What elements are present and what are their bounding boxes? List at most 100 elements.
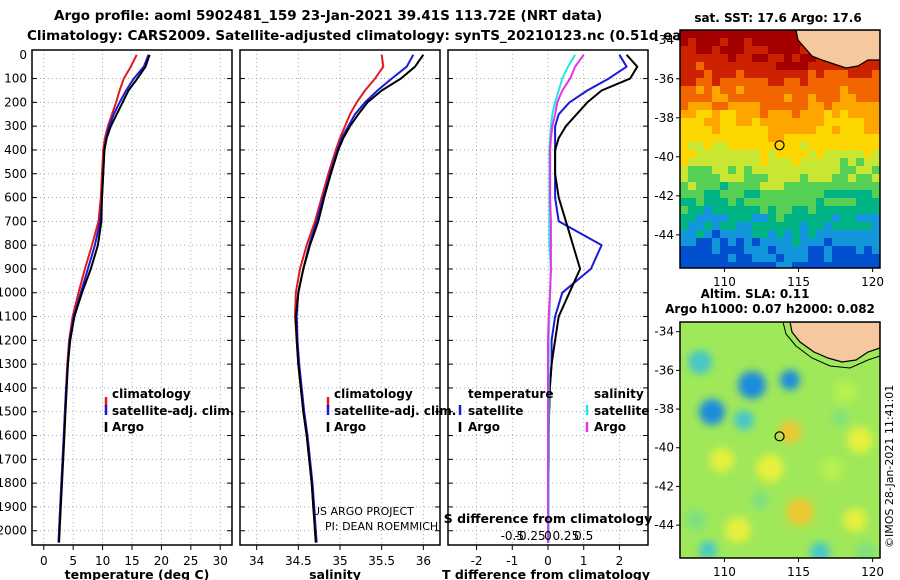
sst-cell: [808, 118, 816, 126]
sst-cell: [808, 254, 816, 262]
sst-cell: [680, 198, 688, 206]
sst-cell: [704, 238, 712, 246]
legend-argo-label: Argo: [334, 420, 366, 434]
sst-cell: [800, 78, 808, 86]
sst-cell: [864, 134, 872, 142]
sst-cell: [776, 126, 784, 134]
sst-cell: [688, 118, 696, 126]
sst-cell: [680, 142, 688, 150]
sst-cell: [816, 110, 824, 118]
sst-cell: [792, 30, 800, 38]
sst-cell: [784, 110, 792, 118]
sst-cell: [688, 182, 696, 190]
sst-cell: [800, 118, 808, 126]
sst-cell: [776, 246, 784, 254]
sst-cell: [704, 246, 712, 254]
sst-cell: [848, 262, 856, 268]
temperature-xtick-label: 5: [69, 554, 77, 568]
sst-cell: [728, 142, 736, 150]
sst-cell: [824, 222, 832, 230]
sst-cell: [712, 142, 720, 150]
sst-map-frame: [679, 29, 881, 269]
sst-cell: [744, 222, 752, 230]
sst-cell: [848, 214, 856, 222]
sst-cell: [784, 262, 792, 268]
sst-cell: [832, 158, 840, 166]
sst-cell: [824, 206, 832, 214]
sla_map-xtick-label: 115: [787, 565, 810, 579]
sst-cell: [760, 222, 768, 230]
sst-cell: [688, 238, 696, 246]
sst-cell: [696, 230, 704, 238]
sst-cell: [856, 182, 864, 190]
sst-cell: [704, 142, 712, 150]
sst-cell: [712, 182, 720, 190]
sst-cell: [792, 86, 800, 94]
sla-contour-line: [782, 322, 880, 369]
sst-cell: [832, 110, 840, 118]
sst-cell: [832, 214, 840, 222]
sst-cell: [864, 254, 872, 262]
sst-cell: [864, 214, 872, 222]
sst-cell: [696, 30, 704, 38]
sst-cell: [712, 206, 720, 214]
sst-cell: [784, 62, 792, 70]
sst-cell: [760, 86, 768, 94]
sst-cell: [832, 70, 840, 78]
sst-cell: [696, 54, 704, 62]
sst-cell: [704, 126, 712, 134]
sst-cell: [840, 102, 848, 110]
sst-cell: [760, 134, 768, 142]
sst-cell: [752, 102, 760, 110]
sst-cell: [768, 158, 776, 166]
sst-cell: [840, 118, 848, 126]
sst-cell: [792, 62, 800, 70]
sst-cell: [776, 118, 784, 126]
sst-cell: [808, 246, 816, 254]
sst-cell: [816, 198, 824, 206]
sst-cell: [680, 214, 688, 222]
sla-eddy: [810, 542, 830, 558]
difference-panel: -2 -1 0 1 2 T difference from climatology S …: [442, 49, 652, 580]
sst-cell: [832, 254, 840, 262]
sst-cell: [776, 142, 784, 150]
sst-cell: [728, 78, 736, 86]
sst-cell: [688, 30, 696, 38]
sst-cell: [848, 110, 856, 118]
sst-cell: [768, 30, 776, 38]
sst-cell: [856, 174, 864, 182]
sst-cell: [816, 214, 824, 222]
sst-cell: [792, 78, 800, 86]
depth-tick-label-1200: 1200: [0, 333, 27, 347]
sst-cell: [776, 102, 784, 110]
sst-cell: [832, 142, 840, 150]
difference-line-salinity-argo: [547, 54, 585, 543]
sst_map-ytick-label: -44: [654, 228, 674, 242]
sst-cell: [752, 166, 760, 174]
sst-cell: [848, 86, 856, 94]
sst-cell: [840, 190, 848, 198]
sst-cell: [744, 38, 752, 46]
sst-cell: [720, 62, 728, 70]
sst-cell: [816, 118, 824, 126]
sst-cell: [728, 30, 736, 38]
sst-cell: [696, 238, 704, 246]
sst-cell: [816, 86, 824, 94]
sst-cell: [688, 222, 696, 230]
temperature-xtick-label: 20: [154, 554, 169, 568]
sst-cell: [680, 78, 688, 86]
sst-cell: [824, 214, 832, 222]
legend-argo-label: Argo: [112, 420, 144, 434]
sst-cell: [744, 230, 752, 238]
sst-cell: [784, 142, 792, 150]
sst-cell: [736, 134, 744, 142]
sst-cell: [864, 198, 872, 206]
sst-cell: [856, 94, 864, 102]
difference-legend: temperature satellite Argo salinity sate…: [458, 387, 649, 434]
sst-cell: [760, 118, 768, 126]
depth-tick-label-300: 300: [4, 119, 27, 133]
sst-cell: [792, 46, 800, 54]
temperature-line-argo: [58, 54, 151, 543]
legend-climatology-label: climatology: [112, 387, 191, 401]
sst-cell: [768, 254, 776, 262]
